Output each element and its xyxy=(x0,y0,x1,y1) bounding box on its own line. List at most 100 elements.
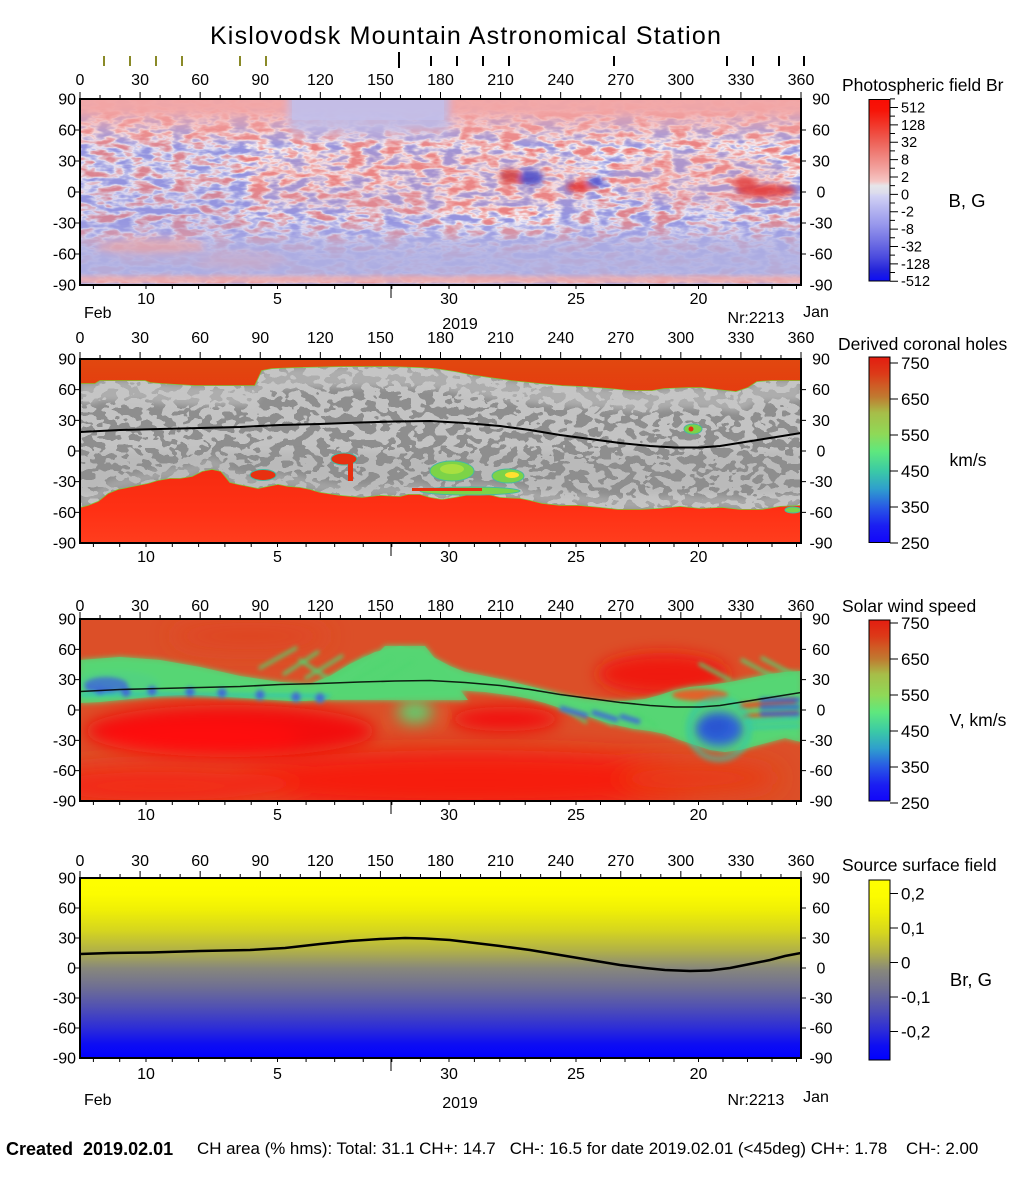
svg-text:Jan: Jan xyxy=(803,1089,829,1106)
svg-text:120: 120 xyxy=(307,853,334,870)
svg-text:650: 650 xyxy=(901,650,929,669)
svg-text:150: 150 xyxy=(367,598,394,615)
svg-text:20: 20 xyxy=(690,291,708,308)
svg-text:90: 90 xyxy=(251,330,269,347)
svg-text:90: 90 xyxy=(58,352,76,369)
svg-text:550: 550 xyxy=(901,686,929,705)
svg-text:Created 2019.02.01: Created 2019.02.01 xyxy=(6,1139,173,1159)
svg-text:10: 10 xyxy=(137,1066,155,1083)
svg-text:-2: -2 xyxy=(901,205,914,221)
svg-text:90: 90 xyxy=(812,352,830,369)
svg-text:0: 0 xyxy=(67,961,76,978)
svg-text:30: 30 xyxy=(131,853,149,870)
svg-text:Source surface field: Source surface field xyxy=(842,855,997,875)
svg-text:20: 20 xyxy=(690,1066,708,1083)
svg-text:210: 210 xyxy=(487,853,514,870)
svg-text:120: 120 xyxy=(307,330,334,347)
svg-text:30: 30 xyxy=(58,931,76,948)
svg-text:-60: -60 xyxy=(809,505,832,522)
svg-text:-60: -60 xyxy=(53,247,76,264)
svg-text:0: 0 xyxy=(67,444,76,461)
svg-text:360: 360 xyxy=(788,598,815,615)
svg-text:360: 360 xyxy=(788,72,815,89)
svg-text:90: 90 xyxy=(58,871,76,888)
svg-text:60: 60 xyxy=(191,330,209,347)
svg-text:20: 20 xyxy=(690,807,708,824)
svg-text:360: 360 xyxy=(788,330,815,347)
svg-text:-60: -60 xyxy=(809,247,832,264)
svg-text:0: 0 xyxy=(901,954,910,973)
svg-text:360: 360 xyxy=(788,853,815,870)
svg-text:180: 180 xyxy=(427,330,454,347)
svg-text:350: 350 xyxy=(901,498,929,517)
svg-text:512: 512 xyxy=(901,101,925,117)
svg-text:Br, G: Br, G xyxy=(950,969,992,990)
svg-text:300: 300 xyxy=(667,853,694,870)
svg-text:120: 120 xyxy=(307,598,334,615)
svg-text:Feb: Feb xyxy=(84,305,112,322)
svg-text:150: 150 xyxy=(367,72,394,89)
svg-text:30: 30 xyxy=(812,672,830,689)
svg-text:240: 240 xyxy=(547,598,574,615)
svg-text:Feb: Feb xyxy=(84,1092,112,1109)
svg-text:-0,1: -0,1 xyxy=(901,988,930,1007)
svg-text:90: 90 xyxy=(58,612,76,629)
svg-text:-30: -30 xyxy=(809,733,832,750)
svg-text:300: 300 xyxy=(667,598,694,615)
svg-text:60: 60 xyxy=(58,123,76,140)
svg-text:210: 210 xyxy=(487,330,514,347)
svg-text:240: 240 xyxy=(547,853,574,870)
svg-text:450: 450 xyxy=(901,722,929,741)
svg-text:330: 330 xyxy=(728,853,755,870)
svg-text:270: 270 xyxy=(607,853,634,870)
svg-text:0: 0 xyxy=(817,961,826,978)
svg-text:-512: -512 xyxy=(901,274,930,290)
svg-text:60: 60 xyxy=(812,123,830,140)
svg-text:150: 150 xyxy=(367,330,394,347)
svg-text:60: 60 xyxy=(58,901,76,918)
svg-text:240: 240 xyxy=(547,330,574,347)
svg-text:-60: -60 xyxy=(809,763,832,780)
svg-text:-60: -60 xyxy=(809,1021,832,1038)
svg-text:B, G: B, G xyxy=(948,190,985,211)
svg-text:5: 5 xyxy=(273,549,282,566)
svg-text:180: 180 xyxy=(427,598,454,615)
svg-text:Photospheric field Br: Photospheric field Br xyxy=(842,75,1004,95)
svg-text:90: 90 xyxy=(812,871,830,888)
svg-text:0: 0 xyxy=(67,703,76,720)
svg-text:-90: -90 xyxy=(53,794,76,811)
svg-text:120: 120 xyxy=(307,72,334,89)
svg-text:180: 180 xyxy=(427,72,454,89)
svg-text:-30: -30 xyxy=(809,991,832,1008)
svg-text:20: 20 xyxy=(690,549,708,566)
svg-text:30: 30 xyxy=(440,1066,458,1083)
svg-text:330: 330 xyxy=(728,598,755,615)
svg-text:-8: -8 xyxy=(901,222,914,238)
svg-text:300: 300 xyxy=(667,330,694,347)
svg-text:2019: 2019 xyxy=(442,316,478,333)
svg-text:-30: -30 xyxy=(809,474,832,491)
svg-text:10: 10 xyxy=(137,549,155,566)
svg-text:60: 60 xyxy=(191,72,209,89)
svg-text:2019: 2019 xyxy=(442,1095,478,1112)
svg-text:-60: -60 xyxy=(53,505,76,522)
svg-text:350: 350 xyxy=(901,758,929,777)
svg-text:0: 0 xyxy=(817,703,826,720)
svg-text:0,1: 0,1 xyxy=(901,919,925,938)
svg-text:250: 250 xyxy=(901,794,929,813)
svg-text:Kislovodsk Mountain Astronomic: Kislovodsk Mountain Astronomical Station xyxy=(210,22,722,50)
svg-text:25: 25 xyxy=(567,807,585,824)
svg-text:30: 30 xyxy=(812,413,830,430)
svg-text:0: 0 xyxy=(76,72,85,89)
svg-text:Derived coronal holes: Derived coronal holes xyxy=(838,334,1008,354)
svg-text:210: 210 xyxy=(487,72,514,89)
svg-text:180: 180 xyxy=(427,853,454,870)
svg-text:90: 90 xyxy=(812,92,830,109)
svg-text:210: 210 xyxy=(487,598,514,615)
svg-text:650: 650 xyxy=(901,390,929,409)
svg-text:90: 90 xyxy=(812,612,830,629)
svg-text:-90: -90 xyxy=(53,278,76,295)
svg-text:150: 150 xyxy=(367,853,394,870)
svg-text:240: 240 xyxy=(547,72,574,89)
svg-text:90: 90 xyxy=(58,92,76,109)
